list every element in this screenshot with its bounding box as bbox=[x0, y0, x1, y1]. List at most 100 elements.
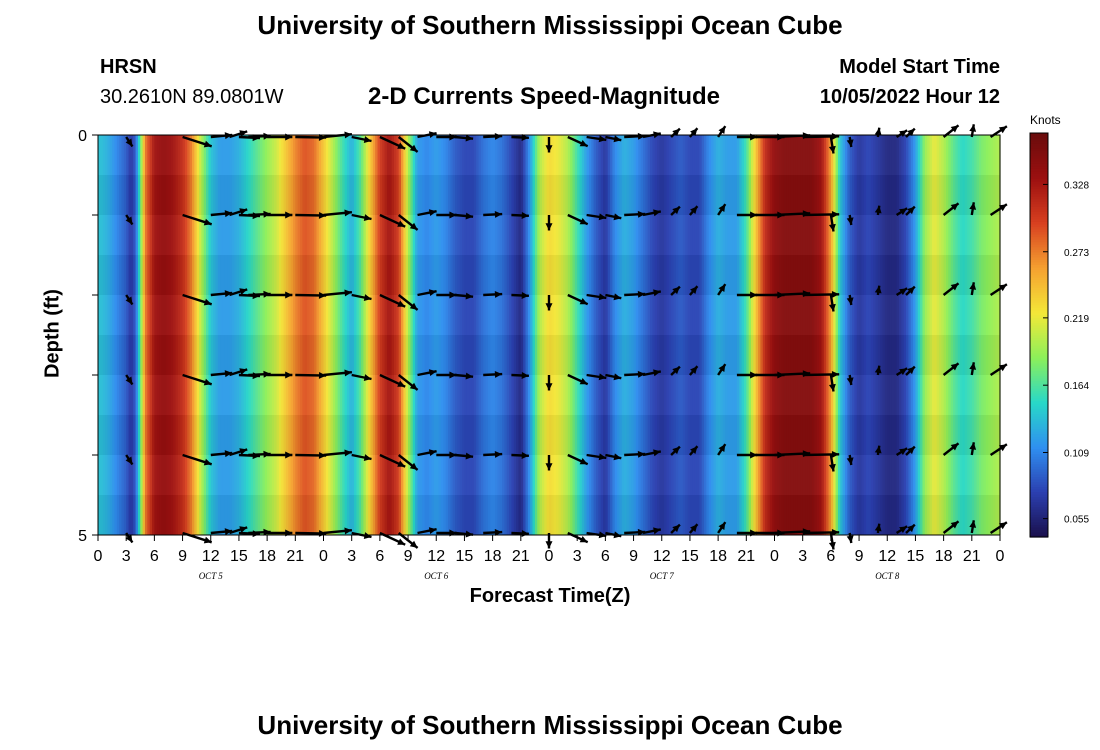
heatmap-cell bbox=[335, 135, 339, 535]
heatmap-cell bbox=[664, 135, 668, 535]
heatmap-cell bbox=[283, 135, 287, 535]
heatmap-cell bbox=[960, 135, 964, 535]
current-vector-head bbox=[545, 303, 553, 311]
x-tick-label: 3 bbox=[573, 548, 582, 565]
heatmap-cell bbox=[332, 135, 336, 535]
colorbar-swatch bbox=[1030, 231, 1048, 235]
heatmap-cell bbox=[650, 135, 653, 535]
heatmap-cell bbox=[654, 135, 658, 535]
heatmap-cell bbox=[642, 135, 646, 535]
heatmap-cell bbox=[945, 135, 949, 535]
current-vector-head bbox=[846, 535, 854, 543]
colorbar-swatch bbox=[1030, 509, 1048, 513]
current-vector-head bbox=[828, 383, 836, 392]
colorbar-swatch bbox=[1030, 246, 1048, 250]
heatmap-cell bbox=[678, 135, 682, 535]
heatmap-cell bbox=[861, 135, 865, 535]
heatmap-cell bbox=[694, 135, 698, 535]
heatmap-cell bbox=[257, 135, 261, 535]
heatmap-cell bbox=[492, 135, 496, 535]
heatmap-cell bbox=[403, 135, 407, 535]
current-vector-head bbox=[831, 451, 840, 458]
current-vector-head bbox=[203, 218, 212, 226]
current-vector-head bbox=[224, 370, 233, 378]
colorbar-swatch bbox=[1030, 193, 1048, 197]
x-tick-label: 3 bbox=[122, 548, 131, 565]
heatmap-cell bbox=[765, 135, 769, 535]
heatmap-cell bbox=[863, 135, 867, 535]
heatmap-cell bbox=[997, 135, 1001, 535]
colorbar-swatch bbox=[1030, 468, 1048, 472]
colorbar-swatch bbox=[1030, 299, 1048, 303]
heatmap-cell bbox=[586, 135, 590, 535]
colorbar-swatch bbox=[1030, 196, 1048, 200]
y-tick-label: 0 bbox=[78, 128, 87, 145]
current-vector-head bbox=[653, 527, 661, 535]
heatmap-cell bbox=[786, 135, 790, 535]
current-vector-head bbox=[828, 303, 836, 312]
current-vector-head bbox=[874, 523, 882, 532]
current-vector-head bbox=[344, 527, 352, 535]
heatmap-cell bbox=[126, 135, 130, 535]
heatmap-cell bbox=[807, 135, 811, 535]
current-vector-head bbox=[545, 223, 553, 231]
heatmap-cell bbox=[274, 135, 278, 535]
x-tick-label: 21 bbox=[512, 548, 530, 565]
heatmap-cell bbox=[229, 135, 233, 535]
current-vector-head bbox=[831, 371, 840, 378]
heatmap-cell bbox=[769, 135, 773, 535]
heatmap-cell bbox=[776, 135, 780, 535]
colorbar-swatch bbox=[1030, 335, 1048, 339]
current-vector-head bbox=[465, 134, 474, 142]
heatmap-cell bbox=[889, 135, 893, 535]
x-tick-label: 18 bbox=[709, 548, 727, 565]
colorbar-tick-label: 0.328 bbox=[1064, 180, 1089, 191]
heatmap-cell bbox=[511, 135, 515, 535]
model-start-time: 10/05/2022 Hour 12 bbox=[819, 86, 1000, 108]
day-label: OCT 7 bbox=[650, 571, 675, 581]
heatmap-cell bbox=[445, 135, 449, 535]
colorbar-swatch bbox=[1030, 362, 1048, 366]
colorbar-swatch bbox=[1030, 304, 1048, 308]
heatmap-cell bbox=[401, 135, 404, 535]
heatmap-cell bbox=[415, 135, 419, 535]
colorbar-swatch bbox=[1030, 491, 1048, 495]
heatmap-cell bbox=[485, 135, 489, 535]
heatmap-cell bbox=[368, 135, 372, 535]
heatmap-cell bbox=[375, 135, 379, 535]
colorbar-swatch bbox=[1030, 372, 1048, 377]
colorbar-swatch bbox=[1030, 228, 1048, 233]
colorbar-swatch bbox=[1030, 140, 1048, 144]
heatmap-cell bbox=[457, 135, 461, 535]
current-vector-head bbox=[828, 541, 836, 550]
current-vector-head bbox=[899, 130, 908, 137]
heatmap-cell bbox=[518, 135, 522, 535]
heatmap-cell bbox=[976, 135, 980, 535]
colorbar-swatch bbox=[1030, 425, 1048, 430]
current-vector-head bbox=[653, 369, 661, 377]
colorbar-swatch bbox=[1030, 178, 1048, 182]
heatmap-cell bbox=[523, 135, 527, 535]
current-vector-head bbox=[846, 377, 854, 385]
current-vector-head bbox=[874, 205, 882, 214]
current-vector-head bbox=[874, 127, 882, 136]
x-axis-label: Forecast Time(Z) bbox=[469, 585, 631, 607]
current-vector-head bbox=[672, 206, 680, 215]
heatmap-cell bbox=[525, 135, 529, 535]
current-vector-head bbox=[521, 212, 529, 219]
colorbar-swatch bbox=[1030, 254, 1048, 258]
current-vector-head bbox=[449, 451, 457, 459]
heatmap-cell bbox=[426, 135, 430, 535]
heatmap-cell bbox=[196, 135, 200, 535]
heatmap-cell bbox=[199, 135, 202, 535]
colorbar-swatch bbox=[1030, 160, 1048, 164]
heatmap-cell bbox=[795, 135, 799, 535]
current-vector-head bbox=[637, 450, 646, 458]
current-vector-head bbox=[545, 463, 553, 471]
depth-band bbox=[98, 335, 1000, 375]
colorbar-swatch bbox=[1030, 388, 1048, 392]
heatmap-cell bbox=[433, 135, 437, 535]
colorbar-swatch bbox=[1030, 289, 1048, 293]
heatmap-cell bbox=[915, 135, 919, 535]
